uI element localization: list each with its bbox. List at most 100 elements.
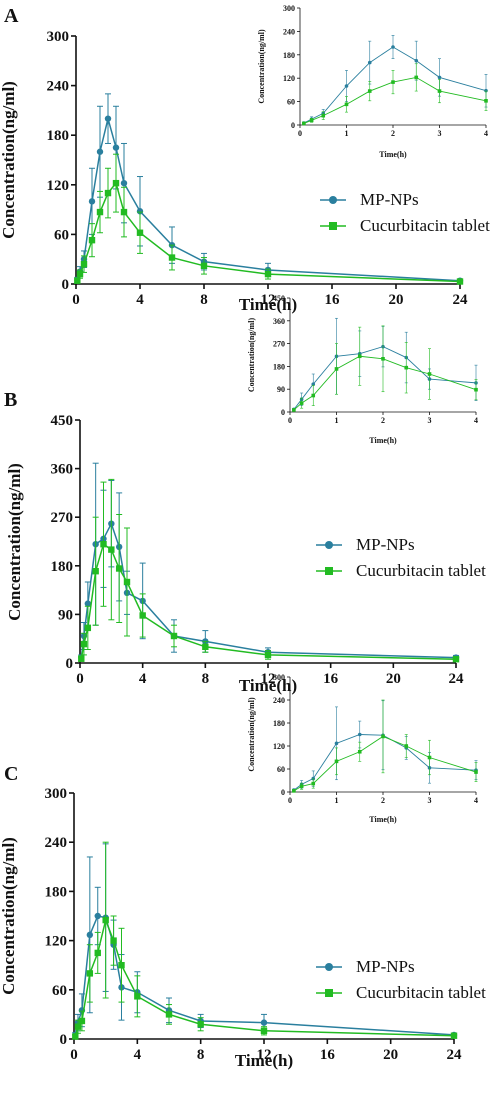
x-tick-label: 16 [320,1047,336,1063]
x-tick-label: 8 [197,1047,205,1063]
x-tick-label: 1 [335,416,339,425]
data-point-square [391,80,395,84]
data-point-square [78,655,85,662]
data-point-square [456,278,464,285]
data-point-square [120,208,128,216]
legend-label: MP-NPs [356,957,415,976]
data-point-square [329,222,337,230]
data-point-square [108,546,115,553]
legend-label: MP-NPs [356,535,415,554]
data-point-square [118,962,125,969]
x-tick-label: 20 [383,1047,398,1063]
y-tick-label: 180 [45,884,68,900]
data-point-square [367,89,372,93]
series-line [74,917,455,1037]
data-point-circle [86,931,94,939]
data-point-circle [357,732,362,737]
x-tick-label: 0 [76,671,84,687]
y-tick-label: 300 [45,786,68,802]
y-tick-label: 90 [58,607,73,623]
y-tick-label: 300 [273,673,285,682]
y-tick-label: 60 [277,765,285,774]
data-point-square [311,781,316,786]
series-tablet [74,153,464,285]
data-point-square [100,541,107,548]
inset-y-axis-title: Concentration(ng/ml) [247,318,256,393]
data-point-circle [96,148,104,155]
x-tick-label: 4 [134,1047,142,1063]
x-tick-label: 24 [447,1047,463,1063]
data-point-square [404,744,409,748]
x-tick-label: 1 [345,129,349,138]
data-point-square [134,993,141,1000]
series-mp-nps [74,93,464,284]
x-tick-label: 3 [428,796,432,805]
data-point-square [452,656,460,663]
data-point-square [474,770,478,774]
series-line [293,355,477,411]
x-tick-label: 4 [474,416,478,425]
data-point-square [325,567,333,575]
data-point-square [139,612,146,619]
y-tick-label: 450 [51,413,74,429]
x-tick-label: 12 [261,292,276,308]
legend-label: Cucurbitacin tablet [360,216,490,235]
data-point-square [357,749,362,754]
data-point-square [74,1023,82,1030]
inset-x-axis-title: Time(h) [369,815,397,824]
data-point-square [136,229,144,236]
inset-x-axis-title: Time(h) [369,436,397,445]
data-point-square [170,632,178,640]
data-point-square [200,262,208,270]
data-point-square [292,789,296,793]
x-tick-label: 0 [72,292,80,308]
data-point-square [115,565,123,572]
x-tick-label: 2 [391,129,395,138]
y-tick-label: 240 [273,696,285,705]
series-tablet [78,478,460,663]
y-tick-label: 0 [281,408,285,417]
data-point-square [309,118,314,123]
x-tick-label: 4 [136,292,144,308]
data-point-circle [484,88,488,93]
x-axis-title: Time(h) [235,1051,293,1070]
inset-x-axis-title: Time(h) [379,150,407,159]
series-tablet [302,63,488,126]
data-point-circle [84,600,92,607]
series-line [293,735,477,792]
data-point-square [165,1011,173,1018]
data-point-square [76,270,84,278]
x-tick-label: 8 [202,671,210,687]
data-point-square [72,1033,79,1040]
data-point-square [299,784,304,789]
data-point-square [88,236,96,244]
data-point-square [437,89,442,93]
y-tick-label: 360 [51,462,74,478]
panel-label: B [4,389,17,411]
legend-label: MP-NPs [360,190,419,209]
y-tick-label: 120 [45,934,68,950]
legend: MP-NPs Cucurbitacin tablet [320,190,490,235]
series-mp-nps [292,700,478,792]
x-axis-title: Time(h) [239,295,297,314]
data-point-square [80,260,88,268]
x-tick-label: 0 [298,129,302,138]
data-point-square [334,759,339,764]
data-point-square [427,755,432,760]
y-axis-title: Concentration(ng/ml) [5,463,24,621]
y-tick-label: 180 [273,719,285,728]
x-tick-label: 20 [386,671,401,687]
data-point-square [74,277,81,284]
data-point-square [202,643,209,650]
data-point-square [357,354,362,359]
y-tick-label: 120 [283,74,295,83]
data-point-square [450,1032,458,1039]
series-tablet [292,699,478,793]
y-tick-label: 0 [62,277,70,293]
y-tick-label: 300 [283,4,295,13]
